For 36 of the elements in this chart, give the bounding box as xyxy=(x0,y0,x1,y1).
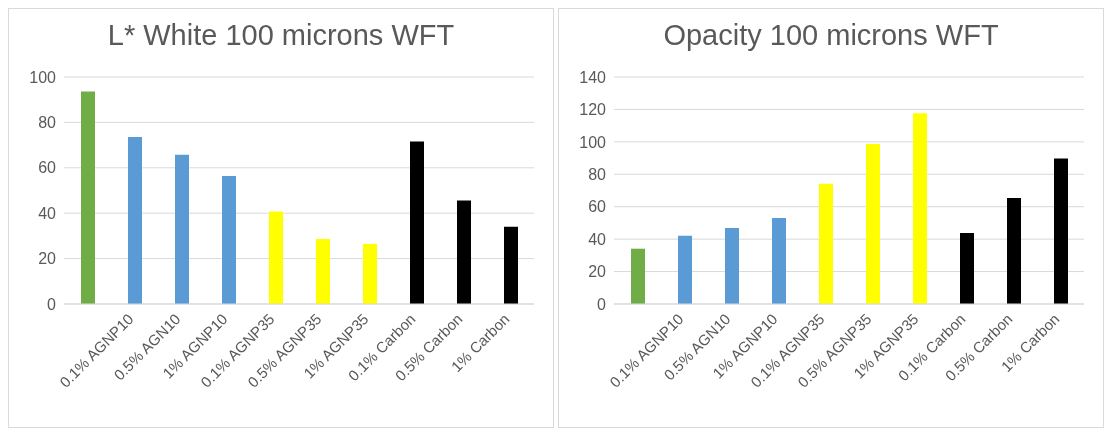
bar xyxy=(913,113,927,304)
bar xyxy=(772,217,786,304)
y-tick-label: 0 xyxy=(597,295,607,313)
bar xyxy=(504,226,518,304)
y-tick-label: 140 xyxy=(579,68,607,86)
chart-title: L* White 100 microns WFT xyxy=(106,19,456,53)
bar xyxy=(866,143,880,304)
bar xyxy=(678,235,692,304)
bar xyxy=(1007,197,1021,304)
y-tick-label: 100 xyxy=(29,68,57,86)
bar xyxy=(410,141,424,304)
chart-title: Opacity 100 microns WFT xyxy=(662,19,1000,53)
y-tick-label: 40 xyxy=(588,230,607,248)
bar xyxy=(1054,158,1068,304)
y-tick-label: 40 xyxy=(38,204,57,222)
bar xyxy=(725,228,739,304)
y-tick-label: 80 xyxy=(38,114,57,132)
bar xyxy=(269,211,283,304)
y-tick-label: 60 xyxy=(588,198,607,216)
bar xyxy=(222,175,236,304)
y-tick-label: 20 xyxy=(588,263,607,281)
bar xyxy=(175,154,189,304)
y-tick-label: 20 xyxy=(38,250,57,268)
bar xyxy=(363,243,377,304)
bar xyxy=(316,239,330,304)
bar xyxy=(819,183,833,304)
bar xyxy=(81,91,95,304)
y-tick-label: 80 xyxy=(588,165,607,183)
y-tick-label: 60 xyxy=(38,159,57,177)
y-tick-label: 100 xyxy=(579,133,607,151)
bar xyxy=(128,136,142,304)
y-tick-label: 120 xyxy=(579,101,607,119)
bar xyxy=(457,200,471,304)
bar xyxy=(631,248,645,304)
y-tick-label: 0 xyxy=(47,295,57,313)
bar xyxy=(960,232,974,304)
